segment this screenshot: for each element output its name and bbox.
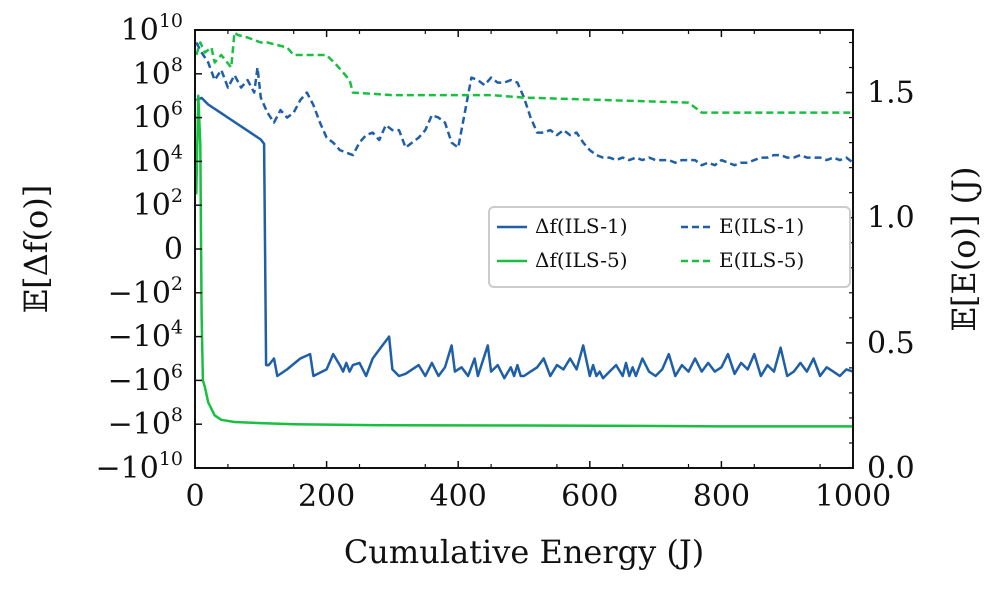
left-tick-label: −1010 — [96, 448, 184, 486]
left-tick-label: 108 — [133, 54, 183, 92]
series-line-1 — [195, 96, 854, 380]
right-axis-title: 𝔼[E(o)] (J) — [945, 167, 983, 332]
x-tick-label: 400 — [430, 479, 487, 514]
right-tick-label: 1.5 — [867, 76, 915, 111]
left-axis-title: 𝔼[Δf(o)] — [17, 185, 55, 314]
left-tick-label: −106 — [108, 360, 183, 398]
series-line-4 — [195, 31, 853, 114]
left-tick-label: 0 — [164, 232, 183, 267]
x-axis-title: Cumulative Energy (J) — [344, 533, 704, 571]
legend-box — [488, 206, 851, 288]
left-tick-label: 1010 — [121, 10, 183, 48]
right-tick-label: 0.0 — [867, 451, 915, 486]
legend-label: Δf(ILS-1) — [535, 214, 628, 238]
left-tick-label: 104 — [133, 141, 183, 179]
x-tick-label: 0 — [185, 479, 204, 514]
legend-label: E(ILS-5) — [719, 248, 804, 272]
legend: Δf(ILS-1) E(ILS-1) Δf(ILS-5) E(ILS-5) — [488, 206, 851, 288]
left-tick-label: −108 — [108, 404, 183, 442]
series-line-3 — [195, 41, 854, 167]
series-layer — [195, 31, 854, 428]
x-tick-label: 200 — [298, 479, 355, 514]
left-tick-label: −104 — [108, 317, 183, 355]
left-tick-label: 106 — [133, 98, 183, 136]
right-tick-label: 1.0 — [867, 201, 915, 236]
x-tick-label: 800 — [693, 479, 750, 514]
legend-label: Δf(ILS-5) — [535, 248, 628, 272]
x-tick-label: 600 — [561, 479, 618, 514]
series-line-2 — [195, 94, 853, 428]
right-tick-label: 0.5 — [867, 326, 915, 361]
left-tick-label: 102 — [133, 185, 183, 223]
x-tick-label: 1000 — [815, 479, 891, 514]
legend-label: E(ILS-1) — [719, 214, 804, 238]
left-tick-label: −102 — [108, 273, 183, 311]
